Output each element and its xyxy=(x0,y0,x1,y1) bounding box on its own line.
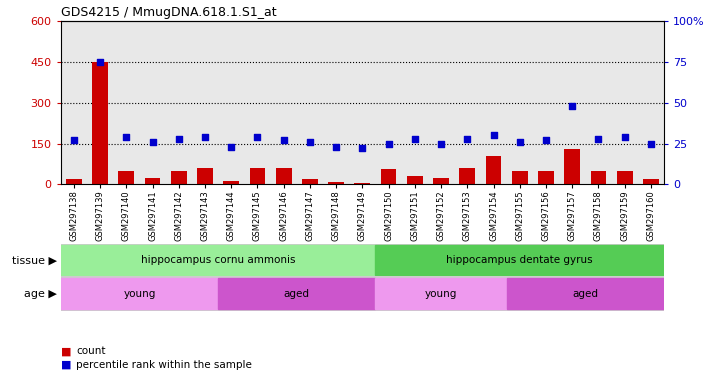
Point xyxy=(94,59,106,65)
Point xyxy=(461,136,473,142)
Point xyxy=(383,141,394,147)
Point xyxy=(278,137,289,143)
Text: ■: ■ xyxy=(61,360,71,370)
Text: percentile rank within the sample: percentile rank within the sample xyxy=(76,360,252,370)
Text: GDS4215 / MmugDNA.618.1.S1_at: GDS4215 / MmugDNA.618.1.S1_at xyxy=(61,5,276,18)
Point xyxy=(147,139,159,145)
Bar xyxy=(617,171,633,184)
Text: young: young xyxy=(124,289,156,299)
Bar xyxy=(61,245,376,275)
Bar xyxy=(512,171,528,184)
Bar xyxy=(171,171,186,184)
Bar xyxy=(119,171,134,184)
Point xyxy=(645,141,657,147)
Bar xyxy=(381,169,396,184)
Bar xyxy=(302,179,318,184)
Point xyxy=(331,144,342,150)
Bar xyxy=(459,168,475,184)
Text: aged: aged xyxy=(573,289,598,299)
Point xyxy=(356,146,368,152)
Bar xyxy=(328,182,344,184)
Bar xyxy=(564,149,580,184)
Bar xyxy=(223,181,239,184)
Text: tissue ▶: tissue ▶ xyxy=(12,255,57,265)
Bar xyxy=(218,278,376,310)
Point xyxy=(593,136,604,142)
Text: hippocampus dentate gyrus: hippocampus dentate gyrus xyxy=(446,255,593,265)
Bar xyxy=(276,168,291,184)
Bar xyxy=(507,278,664,310)
Bar xyxy=(433,178,449,184)
Bar xyxy=(376,245,664,275)
Text: age ▶: age ▶ xyxy=(24,289,57,299)
Bar xyxy=(376,278,507,310)
Bar xyxy=(538,171,554,184)
Text: young: young xyxy=(425,289,457,299)
Bar xyxy=(590,171,606,184)
Point xyxy=(409,136,421,142)
Point xyxy=(121,134,132,140)
Point xyxy=(304,139,316,145)
Bar xyxy=(197,168,213,184)
Bar xyxy=(250,168,266,184)
Point xyxy=(436,141,447,147)
Text: count: count xyxy=(76,346,106,356)
Text: hippocampus cornu ammonis: hippocampus cornu ammonis xyxy=(141,255,296,265)
Point xyxy=(488,132,499,139)
Bar xyxy=(407,176,423,184)
Point xyxy=(226,144,237,150)
Bar xyxy=(92,63,108,184)
Point xyxy=(68,137,79,143)
Bar xyxy=(61,278,218,310)
Point xyxy=(540,137,552,143)
Point xyxy=(252,134,263,140)
Point xyxy=(199,134,211,140)
Point xyxy=(566,103,578,109)
Text: aged: aged xyxy=(283,289,310,299)
Bar xyxy=(145,178,161,184)
Bar xyxy=(643,179,659,184)
Bar xyxy=(486,156,501,184)
Point xyxy=(514,139,526,145)
Point xyxy=(173,136,184,142)
Text: ■: ■ xyxy=(61,346,71,356)
Bar xyxy=(66,179,81,184)
Bar xyxy=(354,183,371,184)
Point xyxy=(619,134,630,140)
